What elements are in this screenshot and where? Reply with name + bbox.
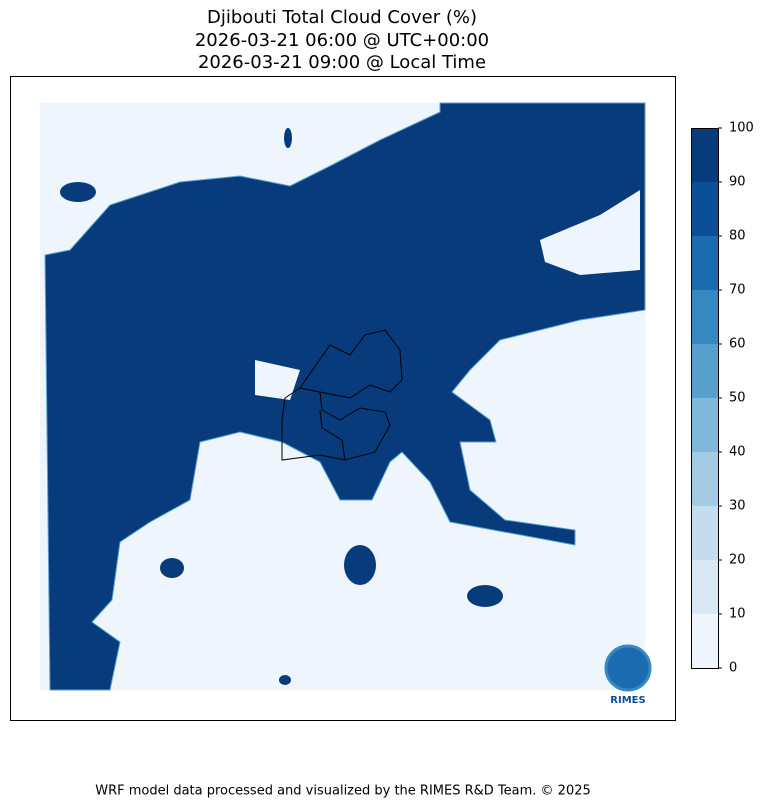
colorbar-band	[691, 236, 718, 290]
cloud-patch	[344, 545, 376, 585]
logo-text: RIMES	[610, 695, 645, 706]
colorbar-band	[691, 452, 718, 506]
colorbar-band	[691, 290, 718, 344]
colorbar-tick-label: 40	[729, 445, 746, 460]
colorbar-band	[691, 560, 718, 614]
colorbar-band	[691, 344, 718, 398]
colorbar-tick-label: 50	[729, 391, 746, 406]
colorbar-tick-label: 20	[729, 553, 746, 568]
colorbar-tick-label: 30	[729, 499, 746, 514]
colorbar-band	[691, 182, 718, 236]
cloud-patch	[160, 558, 184, 578]
logo-emblem	[604, 644, 652, 692]
colorbar-band	[691, 614, 718, 668]
map: RIMES	[10, 76, 676, 721]
title-line: 2026-03-21 09:00 @ Local Time	[198, 52, 486, 73]
colorbar-tick-label: 80	[729, 229, 746, 244]
colorbar: 0 10 20 30 40 50 60 70 80 90 100	[691, 121, 754, 676]
colorbar-tick-label: 100	[729, 121, 754, 136]
clear-patch	[255, 360, 300, 400]
colorbar-tick-label: 60	[729, 337, 746, 352]
title-line: Djibouti Total Cloud Cover (%)	[207, 7, 477, 28]
colorbar-band	[691, 506, 718, 560]
colorbar-band	[691, 398, 718, 452]
borders	[281, 329, 403, 461]
colorbar-tick-label: 90	[729, 175, 746, 190]
cloud-patch	[284, 128, 292, 148]
colorbar-tick-label: 0	[729, 661, 737, 676]
footer: WRF model data processed and visualized …	[95, 784, 591, 799]
colorbar-band	[691, 128, 718, 182]
colorbar-tick-label: 70	[729, 283, 746, 298]
colorbar-tick-label: 10	[729, 607, 746, 622]
clear-patch	[540, 190, 640, 275]
cloud-patch	[279, 675, 291, 685]
cloud-patch	[60, 182, 96, 202]
title-line: 2026-03-21 06:00 @ UTC+00:00	[195, 30, 489, 51]
cloud-patch	[467, 585, 503, 607]
